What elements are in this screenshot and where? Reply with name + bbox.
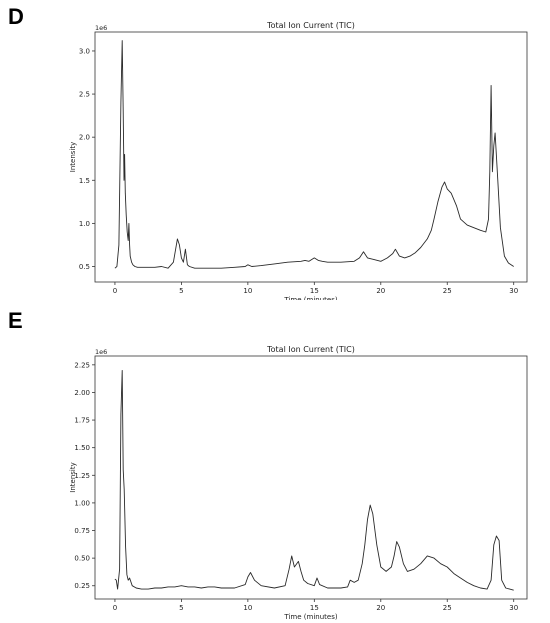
tic-series-line [114, 40, 514, 269]
y-tick-label: 0.75 [74, 527, 90, 535]
y-tick-label: 3.0 [79, 47, 90, 55]
x-tick-label: 25 [443, 604, 452, 612]
y-tick-label: 0.50 [74, 555, 90, 563]
y-tick-label: 1.0 [79, 220, 90, 228]
y-tick-label: 1.25 [74, 472, 90, 480]
tic-chart-d: Total Ion Current (TIC) 1e6 0 5 10 15 20 25 30 0.… [69, 21, 528, 300]
plot-frame [94, 31, 528, 283]
x-tick-label: 0 [113, 287, 117, 295]
x-tick-label: 5 [179, 604, 183, 612]
y-offset-label: 1e6 [95, 24, 107, 32]
x-tick-label: 15 [310, 604, 319, 612]
x-tick-label: 5 [179, 287, 183, 295]
panel-letter-e: E [8, 308, 23, 333]
y-tick-label: 1.00 [74, 499, 90, 507]
x-tick-label: 0 [113, 604, 117, 612]
y-tick-label: 0.5 [79, 263, 90, 271]
x-tick-label: 30 [509, 287, 518, 295]
x-tick-label: 25 [443, 287, 452, 295]
y-tick-label: 0.25 [74, 582, 90, 590]
chart-title: Total Ion Current (TIC) [266, 345, 355, 354]
x-tick-label: 30 [509, 604, 518, 612]
x-tick-label: 20 [376, 604, 385, 612]
plot-frame [94, 355, 528, 600]
y-tick-label: 2.5 [79, 91, 90, 99]
tic-series-line [114, 369, 514, 591]
y-axis-title: Intensity [69, 142, 77, 172]
y-tick-label: 1.50 [74, 444, 90, 452]
tic-chart-e: Total Ion Current (TIC) 1e6 0 5 10 15 20 25 30 0.… [69, 345, 528, 621]
chart-title: Total Ion Current (TIC) [266, 21, 355, 30]
panel-letter-d: D [8, 4, 24, 29]
x-tick-label: 15 [310, 287, 319, 295]
y-tick-label: 1.5 [79, 177, 90, 185]
y-tick-label: 1.75 [74, 417, 90, 425]
x-tick-label: 10 [243, 604, 252, 612]
y-tick-label: 2.0 [79, 134, 90, 142]
y-axis-title: Intensity [69, 462, 77, 492]
x-tick-label: 20 [376, 287, 385, 295]
y-offset-label: 1e6 [95, 348, 107, 356]
x-axis-title: Time (minutes) [283, 613, 337, 621]
x-axis-title: Time (minutes) [283, 296, 337, 300]
y-tick-label: 2.25 [74, 361, 90, 369]
x-tick-label: 10 [243, 287, 252, 295]
y-tick-label: 2.00 [74, 389, 90, 397]
